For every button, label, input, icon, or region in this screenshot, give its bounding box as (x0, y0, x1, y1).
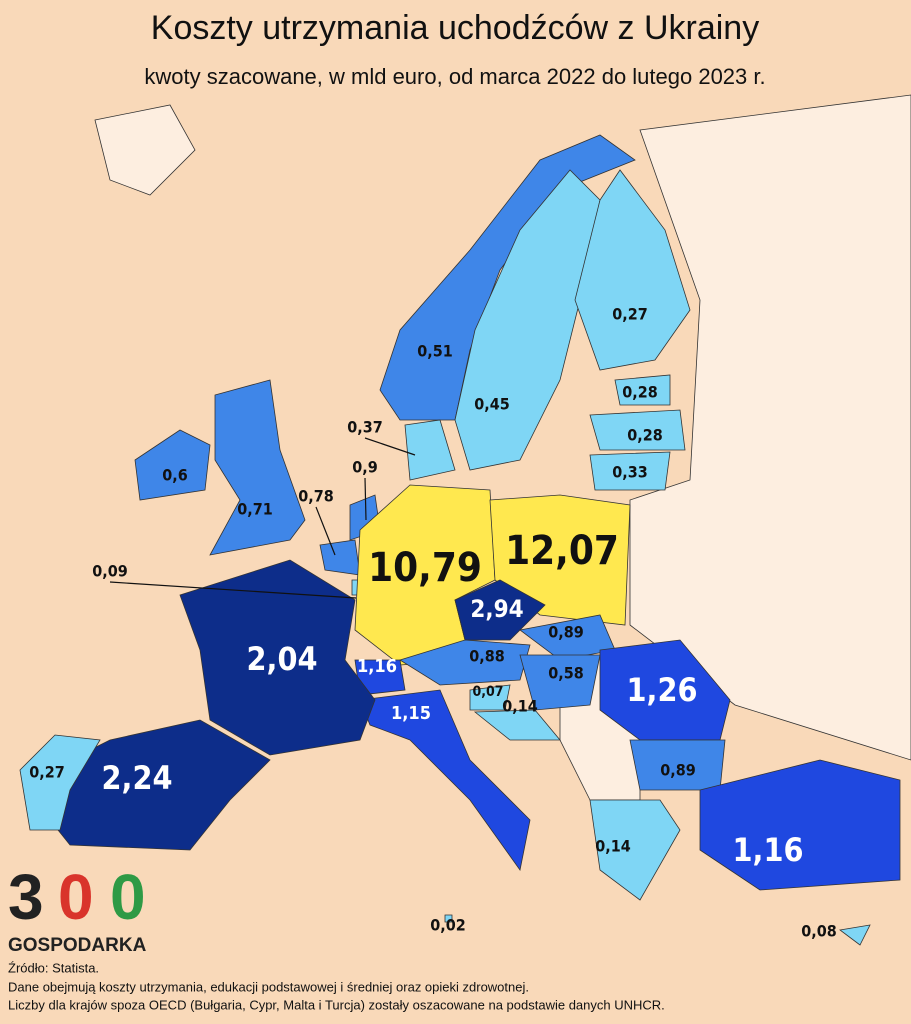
other-countries (629, 94, 911, 761)
country (469, 684, 511, 711)
value-label: 10,79 (368, 545, 482, 591)
country (614, 374, 671, 406)
subtitle: kwoty szacowane, w mld euro, od marca 20… (144, 64, 765, 89)
country (454, 579, 546, 641)
value-label: 1,26 (626, 671, 697, 709)
logo-name: GOSPODARKA (8, 935, 147, 956)
country (699, 759, 901, 891)
value-label: 0,14 (595, 837, 631, 856)
logo-digit: 0 (110, 861, 146, 933)
value-label: 0,28 (622, 383, 658, 402)
leader-line (109, 581, 357, 599)
value-label: 0,58 (548, 664, 584, 683)
value-label: 1,16 (357, 656, 397, 677)
country (319, 539, 361, 576)
value-label: 0,09 (92, 562, 128, 581)
country (134, 429, 211, 501)
logo-digit: 0 (58, 861, 94, 933)
value-label: 12,07 (505, 528, 619, 574)
value-label: 0,14 (502, 697, 538, 716)
note: Źródło: Statista. (8, 960, 99, 975)
value-label: 0,9 (352, 458, 378, 477)
value-label: 0,45 (474, 395, 510, 414)
title: Koszty utrzymania uchodźców z Ukrainy (151, 9, 759, 47)
note: Liczby dla krajów spoza OECD (Bułgaria, … (8, 997, 665, 1012)
country (473, 709, 561, 741)
country (519, 654, 601, 711)
value-label: 0,28 (627, 426, 663, 445)
value-label: 0,78 (298, 487, 334, 506)
leader-line (364, 437, 416, 456)
value-label: 2,24 (101, 759, 172, 797)
value-label: 0,02 (430, 916, 466, 935)
country (379, 134, 636, 421)
note: Dane obejmują koszty utrzymania, edukacj… (8, 979, 529, 994)
logo-digit: 3 (8, 861, 44, 933)
value-label: 1,16 (732, 831, 803, 869)
value-label: 0,08 (801, 922, 837, 941)
iceland (94, 104, 196, 196)
value-label: 0,88 (469, 647, 505, 666)
value-label: 0,27 (29, 763, 65, 782)
country (209, 379, 306, 556)
value-label: 0,07 (472, 684, 503, 700)
value-label: 2,94 (470, 595, 523, 623)
leader-line (315, 506, 336, 556)
country (489, 494, 631, 626)
value-label: 0,6 (162, 466, 188, 485)
country (444, 914, 453, 923)
country (404, 419, 456, 481)
country (589, 799, 681, 901)
country (19, 734, 101, 831)
country (359, 689, 531, 871)
value-label: 0,71 (237, 500, 273, 519)
value-label: 1,15 (391, 703, 431, 724)
value-label: 0,89 (548, 623, 584, 642)
country (574, 169, 691, 371)
country (839, 924, 871, 946)
leader-line (364, 477, 367, 521)
country (589, 409, 686, 451)
country (589, 451, 671, 491)
value-label: 2,04 (246, 640, 317, 678)
value-label: 0,27 (612, 305, 648, 324)
value-label: 0,89 (660, 761, 696, 780)
value-label: 0,51 (417, 342, 453, 361)
country (179, 559, 376, 756)
value-label: 0,33 (612, 463, 648, 482)
value-label: 0,37 (347, 418, 383, 437)
